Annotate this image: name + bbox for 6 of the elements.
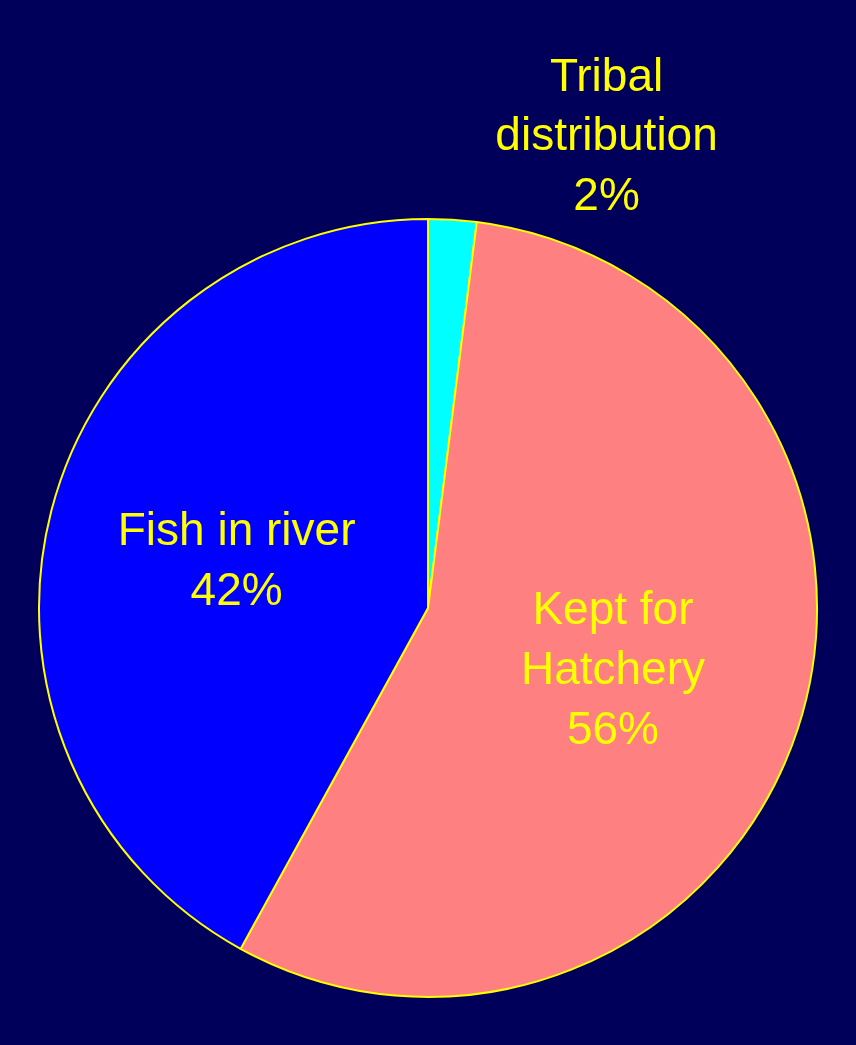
slice-label: Kept for Hatchery (520, 582, 706, 695)
slice-label: Fish in river (117, 502, 356, 555)
data-label: 42% (190, 562, 283, 615)
data-label: 56% (566, 701, 660, 754)
data-label: 2% (573, 168, 640, 221)
slice-label: Tribal distribution (495, 48, 718, 161)
